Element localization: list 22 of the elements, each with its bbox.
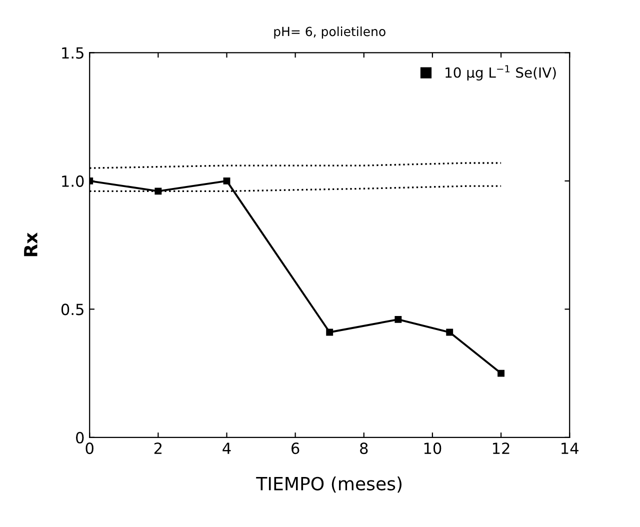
x-tick-label: 4 [222, 442, 231, 454]
x-tick-label: 14 [562, 442, 578, 454]
y-tick-label: 1.5 [62, 47, 84, 59]
point [326, 328, 334, 336]
y-tick-label: 1.0 [62, 175, 84, 187]
chart-title: pH= 6, polietileno [274, 26, 386, 39]
x-tick-label: 2 [154, 442, 162, 454]
x-tick-label: 6 [292, 442, 300, 454]
y-tick-label: 0 [76, 432, 84, 444]
point [394, 316, 402, 323]
x-axis-title: TIEMPO (meses) [256, 476, 402, 493]
x-tick-label: 12 [492, 442, 510, 454]
x-tick-label: 10 [424, 442, 442, 454]
y-tick-label: 0.5 [61, 304, 84, 316]
y-axis-title: Rx [24, 232, 38, 256]
x-tick-label: 0 [86, 442, 94, 454]
point [223, 177, 230, 184]
point [498, 370, 504, 377]
point [446, 328, 454, 336]
point [154, 188, 162, 195]
x-tick-label: 8 [360, 442, 368, 454]
legend-label: 10 µg L$^{−1}$ Se(IV) [446, 65, 556, 80]
